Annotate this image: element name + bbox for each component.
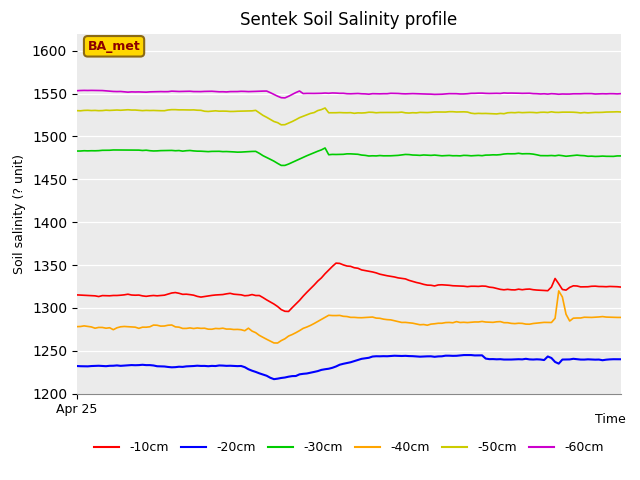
Y-axis label: Soil salinity (? unit): Soil salinity (? unit) [13, 154, 26, 274]
Title: Sentek Soil Salinity profile: Sentek Soil Salinity profile [240, 11, 458, 29]
Legend: -10cm, -20cm, -30cm, -40cm, -50cm, -60cm: -10cm, -20cm, -30cm, -40cm, -50cm, -60cm [89, 436, 609, 459]
Text: BA_met: BA_met [88, 40, 140, 53]
Text: Time: Time [595, 413, 626, 426]
